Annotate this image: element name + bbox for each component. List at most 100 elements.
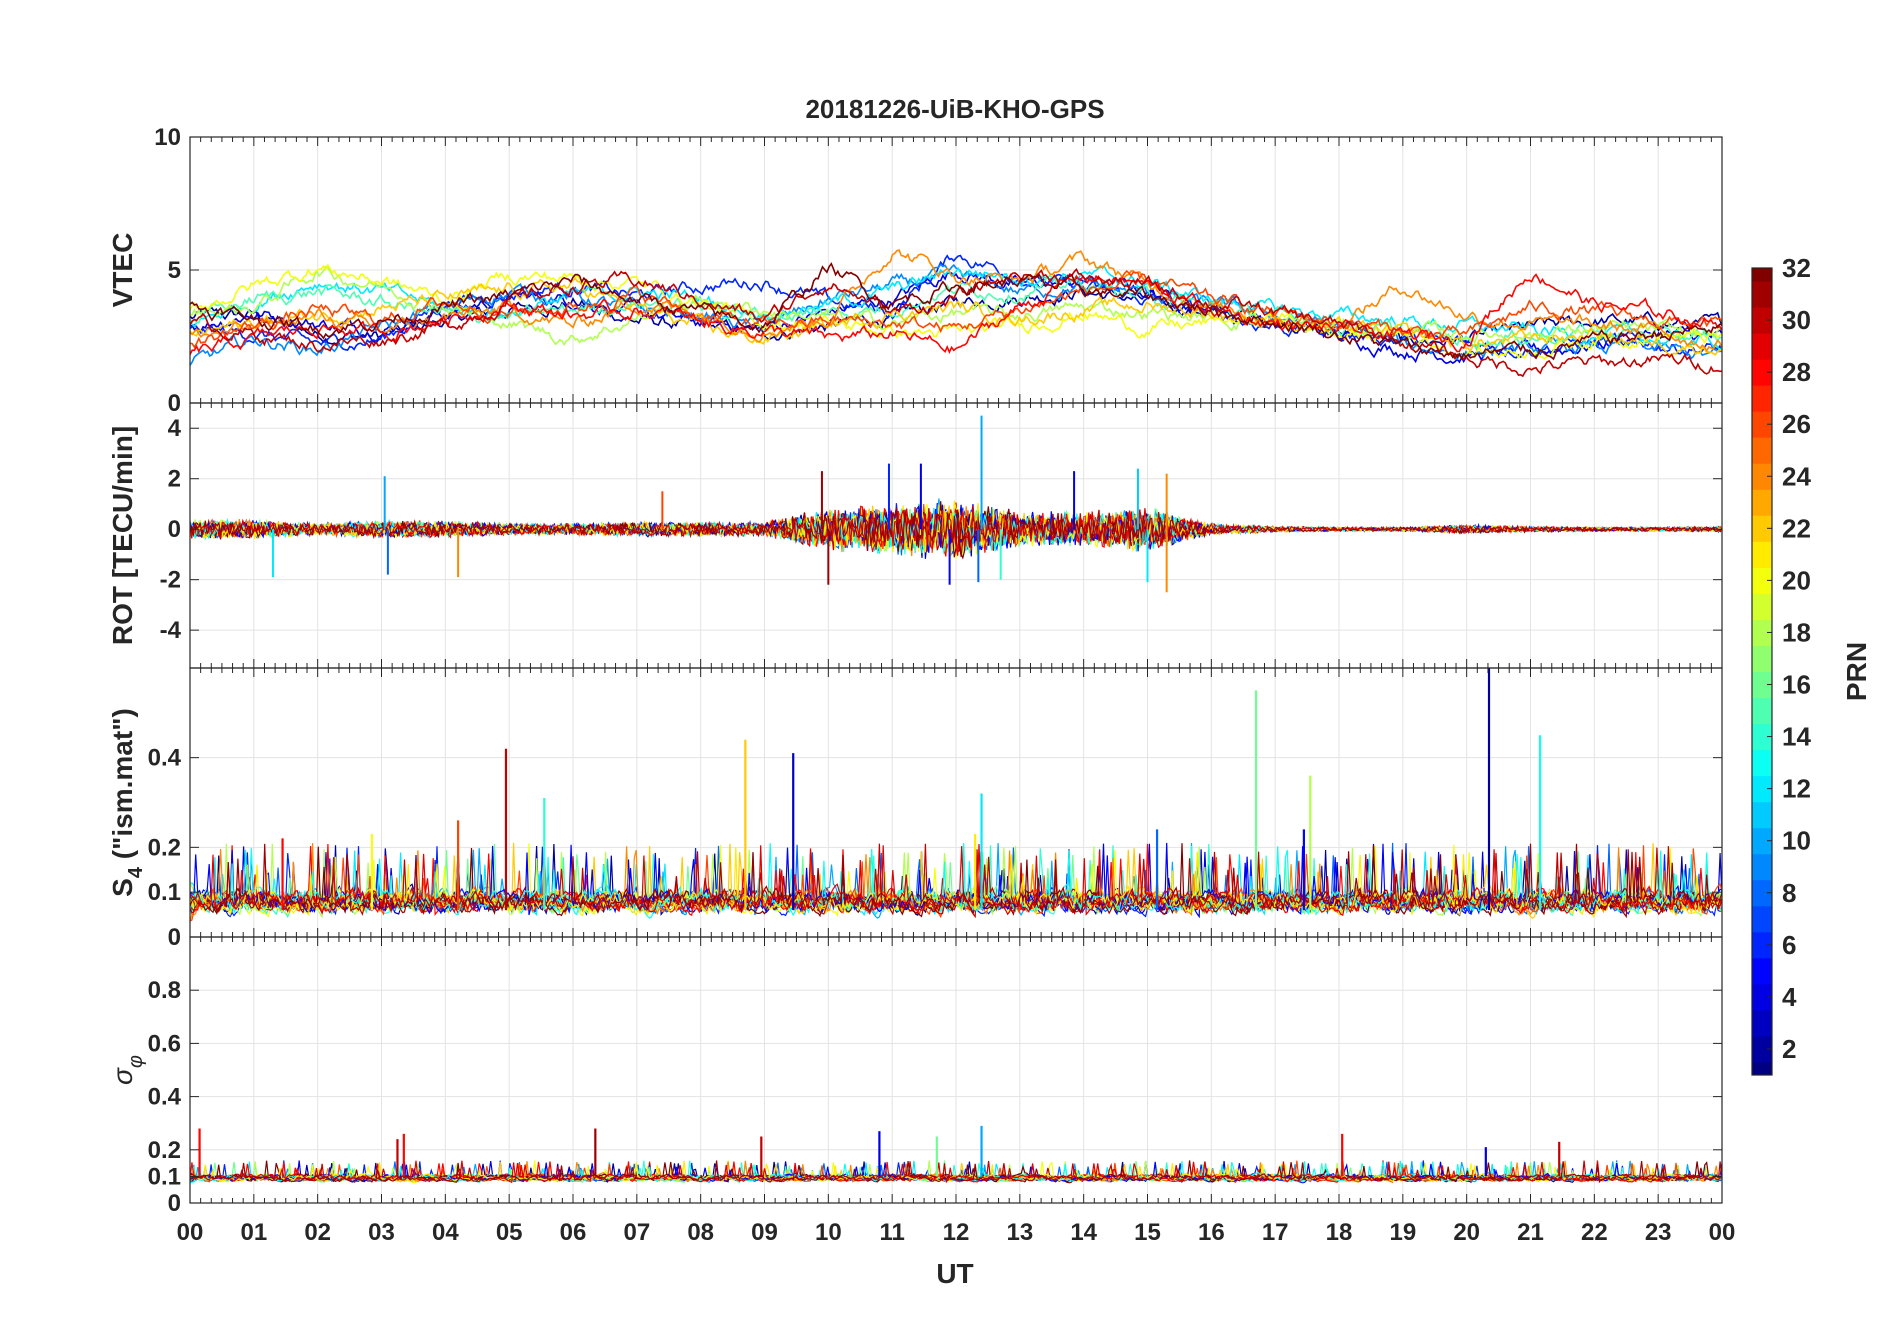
xtick-label-5: 05 [496,1219,523,1246]
sigma_phi-series-prn-29 [190,1160,1722,1184]
xtick-label-16: 16 [1198,1219,1225,1246]
xtick-label-23: 23 [1645,1219,1672,1246]
xtick-label-20: 20 [1453,1219,1480,1246]
ytick-label-sigma_phi-2: 0.2 [148,1137,181,1164]
colorbar-swatch-10 [1752,827,1772,855]
sigma_phi-series-prn-32 [190,1160,1722,1184]
colorbar-swatch-2 [1752,1035,1772,1063]
colorbar-swatch-21 [1752,541,1772,568]
colorbar-swatch-16 [1752,671,1772,699]
xtick-label-21: 21 [1517,1219,1544,1246]
colorbar-swatch-28 [1752,359,1772,386]
ylabel-rot: ROT [TECU/min] [107,426,138,645]
ytick-label-rot-1: -2 [160,567,181,594]
xtick-label-3: 03 [368,1219,395,1246]
colorbar-tick-label-13: 28 [1782,357,1811,387]
colorbar-swatch-4 [1752,983,1772,1011]
ytick-label-rot-3: 2 [168,466,181,493]
xtick-label-6: 06 [560,1219,587,1246]
ytick-label-s4-2: 0.2 [148,834,181,861]
colorbar-swatch-13 [1752,749,1772,777]
sigma_phi-series-prn-31 [190,1160,1722,1184]
panel-rot: -4 -2 0 2 4 ROT [TECU/min] [107,402,1723,669]
colorbar-tick-label-4: 10 [1782,826,1811,856]
ytick-label-sigma_phi-0: 0 [168,1190,181,1217]
colorbar-swatch-6 [1752,931,1772,959]
colorbar-tick-label-11: 24 [1782,461,1811,491]
colorbar-tick-label-12: 26 [1782,409,1811,439]
colorbar-swatch-22 [1752,515,1772,542]
xtick-label-18: 18 [1326,1219,1353,1246]
xtick-label-24: 00 [1709,1219,1736,1246]
colorbar-swatch-14 [1752,723,1772,751]
ytick-label-vtec-1: 5 [168,257,181,284]
colorbar-swatch-11 [1752,801,1772,829]
colorbar-swatch-25 [1752,437,1772,464]
colorbar-tick-label-2: 6 [1782,930,1796,960]
ylabel-sigma_phi: σφ [107,1055,147,1085]
ytick-label-rot-2: 0 [168,516,181,543]
colorbar-tick-label-15: 32 [1782,253,1811,283]
ytick-label-s4-1: 0.1 [148,879,181,906]
xtick-label-14: 14 [1070,1219,1097,1246]
plot-area-s4 [190,668,1722,922]
xtick-label-12: 12 [943,1219,970,1246]
ytick-label-vtec-2: 10 [154,124,181,151]
colorbar-swatch-32 [1752,268,1772,282]
vtec-series-prn-15 [190,273,1722,351]
ytick-label-rot-0: -4 [160,617,182,644]
colorbar-swatch-15 [1752,697,1772,725]
ytick-label-sigma_phi-1: 0.1 [148,1163,181,1190]
xtick-label-17: 17 [1262,1219,1289,1246]
panel-sigma_phi: 00.10.2 0.4 0.6 0.8 σφ 00 01 02 03 04 05 06 07 08 09 10… [107,936,1736,1246]
vtec-series-prn-6 [190,254,1722,359]
colorbar-swatch-26 [1752,411,1772,438]
xtick-label-22: 22 [1581,1219,1608,1246]
vtec-series-prn-32 [190,262,1722,361]
ytick-label-vtec-0: 0 [168,390,181,417]
colorbar-tick-label-3: 8 [1782,878,1796,908]
colorbar-swatch-30 [1752,307,1772,334]
ytick-label-sigma_phi-5: 0.8 [148,977,181,1004]
vtec-series-prn-30 [190,267,1722,378]
panel-s4: 0 0.1 0.2 0.4S4 ("ism.mat") [107,667,1723,951]
xtick-label-9: 09 [751,1219,778,1246]
xtick-label-1: 01 [240,1219,267,1246]
vtec-series-prn-24 [190,249,1722,353]
xtick-label-7: 07 [623,1219,650,1246]
colorbar-tick-label-0: 2 [1782,1034,1796,1064]
plot-area-sigma_phi [190,1125,1722,1184]
colorbar-swatch-20 [1752,567,1772,594]
colorbar-swatch-24 [1752,463,1772,490]
plot-area-vtec [190,249,1722,378]
vtec-series-prn-18 [190,265,1722,347]
ylabel-s4: S4 ("ism.mat") [107,708,147,897]
xtick-label-19: 19 [1389,1219,1416,1246]
plot-area-rot [190,415,1722,593]
chart-title: 20181226-UiB-KHO-GPS [805,94,1104,124]
colorbar-swatch-19 [1752,593,1772,620]
s4-series-prn-31 [190,843,1722,919]
colorbar-tick-label-6: 14 [1782,722,1811,752]
vtec-series-prn-22 [190,277,1722,356]
xtick-label-11: 11 [879,1219,904,1246]
colorbar-label: PRN [1841,642,1872,701]
colorbar-tick-label-10: 22 [1782,513,1811,543]
rot-series-prn-31 [190,503,1722,552]
xtick-label-0: 00 [177,1219,204,1246]
colorbar-tick-label-14: 30 [1782,305,1811,335]
xtick-label-8: 08 [687,1219,714,1246]
xtick-label-2: 02 [304,1219,331,1246]
colorbar-tick-label-1: 4 [1782,982,1797,1012]
colorbar-tick-label-5: 12 [1782,774,1811,804]
xtick-label-4: 04 [432,1219,459,1246]
colorbar-tick-label-9: 20 [1782,565,1811,595]
colorbar-swatch-27 [1752,385,1772,412]
colorbar-swatch-7 [1752,905,1772,933]
colorbar-swatch-12 [1752,775,1772,803]
ytick-label-sigma_phi-4: 0.6 [148,1030,181,1057]
xtick-label-13: 13 [1006,1219,1033,1246]
colorbar-swatch-1 [1752,1061,1772,1076]
